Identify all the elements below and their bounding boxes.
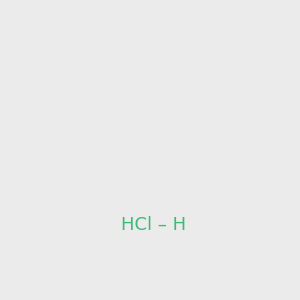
Text: HCl – H: HCl – H [121, 216, 186, 234]
